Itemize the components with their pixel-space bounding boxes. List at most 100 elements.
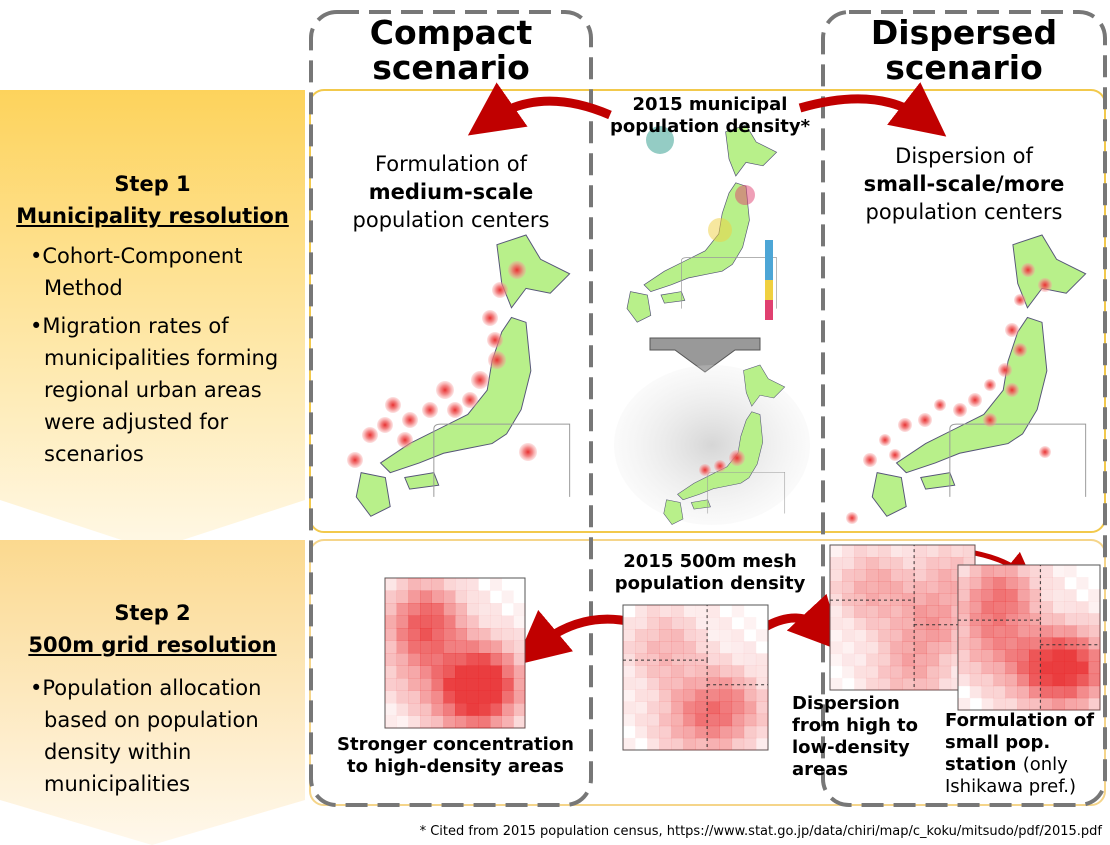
grid-cell xyxy=(707,605,720,618)
grid-cell xyxy=(659,629,672,642)
grid-cell xyxy=(671,677,684,690)
grid-cell xyxy=(659,725,672,739)
grid-cell xyxy=(623,641,636,654)
grid-cell xyxy=(755,713,769,727)
grid-cell xyxy=(647,677,660,690)
grid-cell xyxy=(431,678,444,691)
grid-cell xyxy=(1040,589,1053,602)
grid-cell xyxy=(695,617,708,630)
bullet: Population allocation based on populatio… xyxy=(30,672,300,800)
grid-cell xyxy=(683,641,696,654)
grid-cell xyxy=(890,581,903,594)
grid-cell xyxy=(755,689,769,702)
grid-cell xyxy=(490,715,502,729)
grid-cell xyxy=(1005,637,1018,650)
municipal-boundary xyxy=(958,565,1100,710)
grid-cell xyxy=(420,703,432,716)
grid-cell xyxy=(902,569,915,582)
grid-cell xyxy=(902,581,915,594)
grid-cell xyxy=(455,665,467,679)
grid-cell xyxy=(1076,685,1089,699)
grid-cell xyxy=(731,701,745,715)
grid-cell xyxy=(969,601,982,614)
grid-cell xyxy=(695,737,708,751)
grid-frame xyxy=(829,544,976,691)
grid-cell xyxy=(1064,673,1077,687)
grid-cell xyxy=(635,701,648,715)
grid-cell xyxy=(719,665,733,678)
grid-cell xyxy=(1088,697,1101,711)
grid-cell xyxy=(890,593,903,606)
grid-cell xyxy=(408,640,421,654)
grid-cell xyxy=(1017,625,1030,638)
grid-cell xyxy=(513,640,526,654)
grid-cell xyxy=(408,603,421,616)
grid-cell xyxy=(830,629,843,642)
grid-cell xyxy=(902,557,915,570)
grid-cell xyxy=(962,545,976,558)
grid-cell xyxy=(466,603,479,616)
grid-cell xyxy=(695,653,708,666)
grid-cell xyxy=(866,641,879,655)
grid-cell xyxy=(926,653,940,667)
grid-cell xyxy=(455,640,467,654)
grid-cell xyxy=(902,593,915,606)
grid-cell xyxy=(443,678,456,691)
grid-cell xyxy=(755,665,769,678)
grid-cell xyxy=(830,557,843,570)
grid-cell xyxy=(1076,613,1089,626)
grid-cell xyxy=(1005,625,1018,638)
grid-cell xyxy=(842,557,855,570)
grid-cell xyxy=(830,677,843,691)
grid-cell xyxy=(1052,625,1065,638)
grid-cell xyxy=(455,578,467,591)
grid-cell xyxy=(1029,601,1042,614)
grid-cell xyxy=(938,557,952,570)
compact-step1-label: Formulation of medium-scale population cen… xyxy=(352,152,550,232)
grid-cell xyxy=(1040,649,1053,662)
grid-cell xyxy=(926,677,940,691)
grid-cell xyxy=(1005,577,1018,590)
grid-cell xyxy=(513,690,526,704)
grid-cell xyxy=(396,590,409,604)
grid-cell xyxy=(1017,565,1030,578)
grid-cell xyxy=(635,617,648,630)
grid-cell xyxy=(854,641,867,655)
grid-cell xyxy=(466,715,479,729)
grid-cell xyxy=(385,615,397,629)
grid-cell xyxy=(683,725,696,739)
grid-cell xyxy=(830,593,843,606)
grid-cell xyxy=(969,673,982,687)
grid-cell xyxy=(671,713,684,727)
grid-cell xyxy=(1029,625,1042,638)
grid-cell xyxy=(623,689,636,702)
grid-cell xyxy=(842,545,855,558)
grid-cell xyxy=(490,703,502,716)
grid-cell xyxy=(1017,673,1030,687)
grid-cell xyxy=(513,678,526,691)
grid-cell xyxy=(830,545,843,558)
grid-cell xyxy=(420,578,432,591)
grid-cell xyxy=(890,677,903,691)
grid-cell xyxy=(719,701,733,715)
grid-cell xyxy=(731,689,745,702)
grid-cell xyxy=(1017,685,1030,699)
grid-cell xyxy=(854,605,867,618)
center-label-2: 2015 500m mesh population density xyxy=(614,551,806,594)
grid-cell xyxy=(866,569,879,582)
grid-cell xyxy=(671,629,684,642)
grid-cell xyxy=(385,628,397,641)
grid-cell xyxy=(890,629,903,642)
grid-cell xyxy=(659,605,672,618)
grid-cell xyxy=(981,637,994,650)
step1-frame xyxy=(309,89,1106,533)
grid-cell xyxy=(969,625,982,638)
dispersed-step1-label: Dispersion of small-scale/more population … xyxy=(863,144,1065,224)
grid-cell xyxy=(408,578,421,591)
grid-cell xyxy=(854,629,867,642)
grid-cell xyxy=(958,577,971,590)
dispersed-frame xyxy=(821,10,1107,807)
grid-cell xyxy=(926,605,940,618)
grid-cell xyxy=(1076,661,1089,675)
grid-cell xyxy=(1088,673,1101,687)
